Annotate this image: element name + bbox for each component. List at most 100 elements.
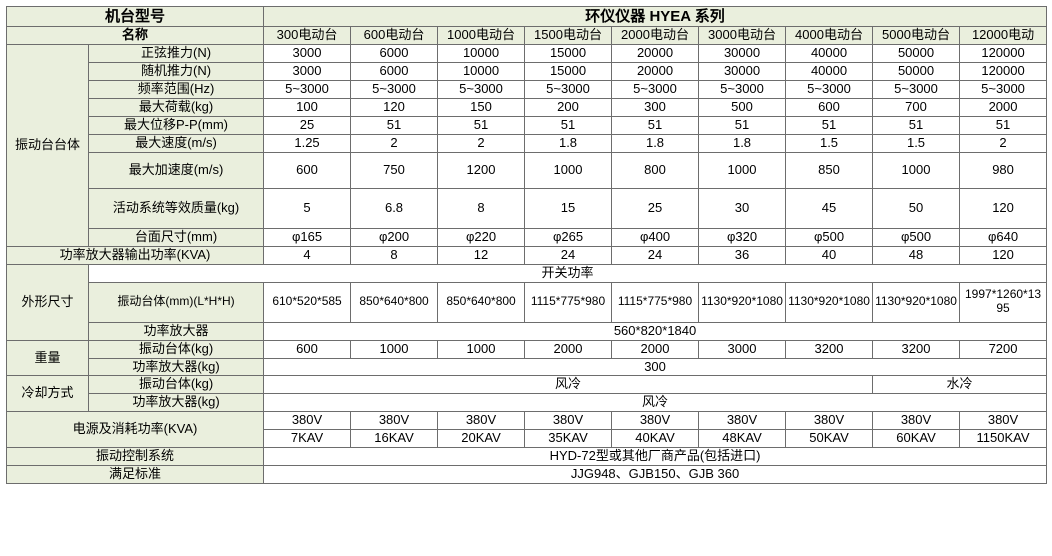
cell: 40 bbox=[785, 245, 874, 265]
cell: 380V bbox=[524, 411, 613, 431]
cell: 50KAV bbox=[785, 429, 874, 449]
cell: 6000 bbox=[350, 44, 439, 64]
cell: 35KAV bbox=[524, 429, 613, 449]
cell: 51 bbox=[698, 115, 787, 135]
cell: 3000 bbox=[698, 339, 787, 359]
row-cooling-amp: 功率放大器(kg) 风冷 bbox=[7, 393, 1048, 413]
cell: φ165 bbox=[263, 227, 352, 247]
group-dimensions: 外形尺寸 bbox=[6, 263, 89, 341]
cell: 1997*1260*1395 bbox=[959, 281, 1048, 323]
model-col-3: 1000电动台 bbox=[437, 26, 526, 46]
row-amp-output: 功率放大器输出功率(KVA) 4 8 12 24 24 36 40 48 120 bbox=[5, 245, 1048, 265]
cell: 6.8 bbox=[350, 187, 439, 229]
cell: 25 bbox=[611, 187, 700, 229]
cooling-body-air: 风冷 bbox=[263, 375, 874, 395]
cell: φ265 bbox=[524, 227, 613, 247]
cell: 4 bbox=[263, 245, 352, 265]
cell: 120000 bbox=[959, 44, 1048, 64]
cell: 20000 bbox=[611, 44, 700, 64]
cell: φ220 bbox=[437, 227, 526, 247]
cell: 380V bbox=[959, 411, 1048, 431]
row-label-control-system: 振动控制系统 bbox=[5, 447, 265, 467]
model-col-9: 12000电动 bbox=[959, 26, 1048, 46]
cell: 100 bbox=[263, 98, 352, 117]
cell: 1000 bbox=[350, 339, 439, 359]
row-moving-mass: 活动系统等效质量(kg) 5 6.8 8 15 25 30 45 50 120 bbox=[7, 187, 1048, 229]
cell: 51 bbox=[611, 115, 700, 135]
cell: 1.8 bbox=[698, 133, 787, 153]
cell: φ640 bbox=[959, 227, 1048, 247]
control-system-value: HYD-72型或其他厂商产品(包括进口) bbox=[263, 447, 1048, 467]
row-sine-force: 振动台台体 正弦推力(N) 3000 6000 10000 15000 2000… bbox=[6, 44, 1048, 247]
row-label-max-displacement: 最大位移P-P(mm) bbox=[87, 115, 265, 135]
cell: 1130*920*1080 bbox=[785, 281, 874, 323]
cell: 2000 bbox=[959, 98, 1048, 117]
cell: 16KAV bbox=[350, 429, 439, 449]
cell: 51 bbox=[524, 115, 613, 135]
cell: 15000 bbox=[524, 62, 613, 82]
row-body-dimensions: 振动台体(mm)(L*H*H) 610*520*585 850*640*800 … bbox=[7, 281, 1048, 323]
cell: 5~3000 bbox=[437, 80, 526, 99]
model-names-row: 名称 300电动台 600电动台 1000电动台 1500电动台 2000电动台… bbox=[5, 26, 1048, 46]
row-label-amp-output: 功率放大器输出功率(KVA) bbox=[5, 245, 265, 265]
cooling-body-water: 水冷 bbox=[872, 375, 1048, 395]
row-label-body-dimensions: 振动台体(mm)(L*H*H) bbox=[87, 281, 265, 323]
cell: φ200 bbox=[350, 227, 439, 247]
cell: 1000 bbox=[698, 151, 787, 189]
model-col-6: 3000电动台 bbox=[698, 26, 787, 46]
row-max-load: 最大荷载(kg) 100 120 150 200 300 500 600 700… bbox=[7, 98, 1048, 117]
amp-dimension-value: 560*820*1840 bbox=[263, 321, 1048, 341]
cell: 3200 bbox=[872, 339, 961, 359]
cell: 48 bbox=[872, 245, 961, 265]
cell: 10000 bbox=[437, 62, 526, 82]
cell: 150 bbox=[437, 98, 526, 117]
group-cooling: 冷却方式 bbox=[6, 375, 89, 413]
cell: φ400 bbox=[611, 227, 700, 247]
cell: 600 bbox=[785, 98, 874, 117]
cell: 610*520*585 bbox=[263, 281, 352, 323]
name-label: 名称 bbox=[5, 26, 265, 46]
cell: 1.5 bbox=[785, 133, 874, 153]
cell: 1115*775*980 bbox=[611, 281, 700, 323]
specification-table: 机台型号 环仪仪器 HYEA 系列 名称 300电动台 600电动台 1000电… bbox=[5, 5, 1048, 485]
row-label-random-force: 随机推力(N) bbox=[87, 62, 265, 82]
cell: 380V bbox=[611, 411, 700, 431]
cell: 380V bbox=[263, 411, 352, 431]
row-label-table-size: 台面尺寸(mm) bbox=[87, 227, 265, 247]
row-freq-range: 频率范围(Hz) 5~3000 5~3000 5~3000 5~3000 5~3… bbox=[7, 80, 1048, 99]
row-label-amp-dimensions: 功率放大器 bbox=[87, 321, 265, 341]
row-max-speed: 最大速度(m/s) 1.25 2 2 1.8 1.8 1.8 1.5 1.5 2 bbox=[7, 133, 1048, 153]
cell: 2 bbox=[437, 133, 526, 153]
group-shaker-body: 振动台台体 bbox=[6, 44, 89, 247]
cell: 1130*920*1080 bbox=[872, 281, 961, 323]
cell: 24 bbox=[524, 245, 613, 265]
cell: 850 bbox=[785, 151, 874, 189]
cell: 5~3000 bbox=[524, 80, 613, 99]
row-label-cooling-amp: 功率放大器(kg) bbox=[87, 393, 265, 413]
cell: 120 bbox=[959, 245, 1048, 265]
row-amp-weight: 功率放大器(kg) 300 bbox=[7, 357, 1048, 377]
cell: 30 bbox=[698, 187, 787, 229]
cell: 300 bbox=[611, 98, 700, 117]
model-col-2: 600电动台 bbox=[350, 26, 439, 46]
row-switch-power: 外形尺寸 开关功率 bbox=[6, 263, 1048, 341]
cell: 30000 bbox=[698, 62, 787, 82]
cell: 15 bbox=[524, 187, 613, 229]
row-standards: 满足标准 JJG948、GJB150、GJB 360 bbox=[5, 465, 1048, 485]
cell: 5~3000 bbox=[785, 80, 874, 99]
cell: 40KAV bbox=[611, 429, 700, 449]
cell: 50000 bbox=[872, 62, 961, 82]
model-col-7: 4000电动台 bbox=[785, 26, 874, 46]
cell: 15000 bbox=[524, 44, 613, 64]
cell: 120 bbox=[350, 98, 439, 117]
cell: 380V bbox=[437, 411, 526, 431]
cell: 5~3000 bbox=[263, 80, 352, 99]
cell: 51 bbox=[959, 115, 1048, 135]
cell: 45 bbox=[785, 187, 874, 229]
row-label-cooling-body: 振动台体(kg) bbox=[87, 375, 265, 395]
group-weight: 重量 bbox=[6, 339, 89, 377]
switch-power-label: 开关功率 bbox=[87, 263, 1048, 283]
cell: 36 bbox=[698, 245, 787, 265]
row-power-current: 7KAV 16KAV 20KAV 35KAV 40KAV 48KAV 50KAV… bbox=[7, 429, 1048, 449]
